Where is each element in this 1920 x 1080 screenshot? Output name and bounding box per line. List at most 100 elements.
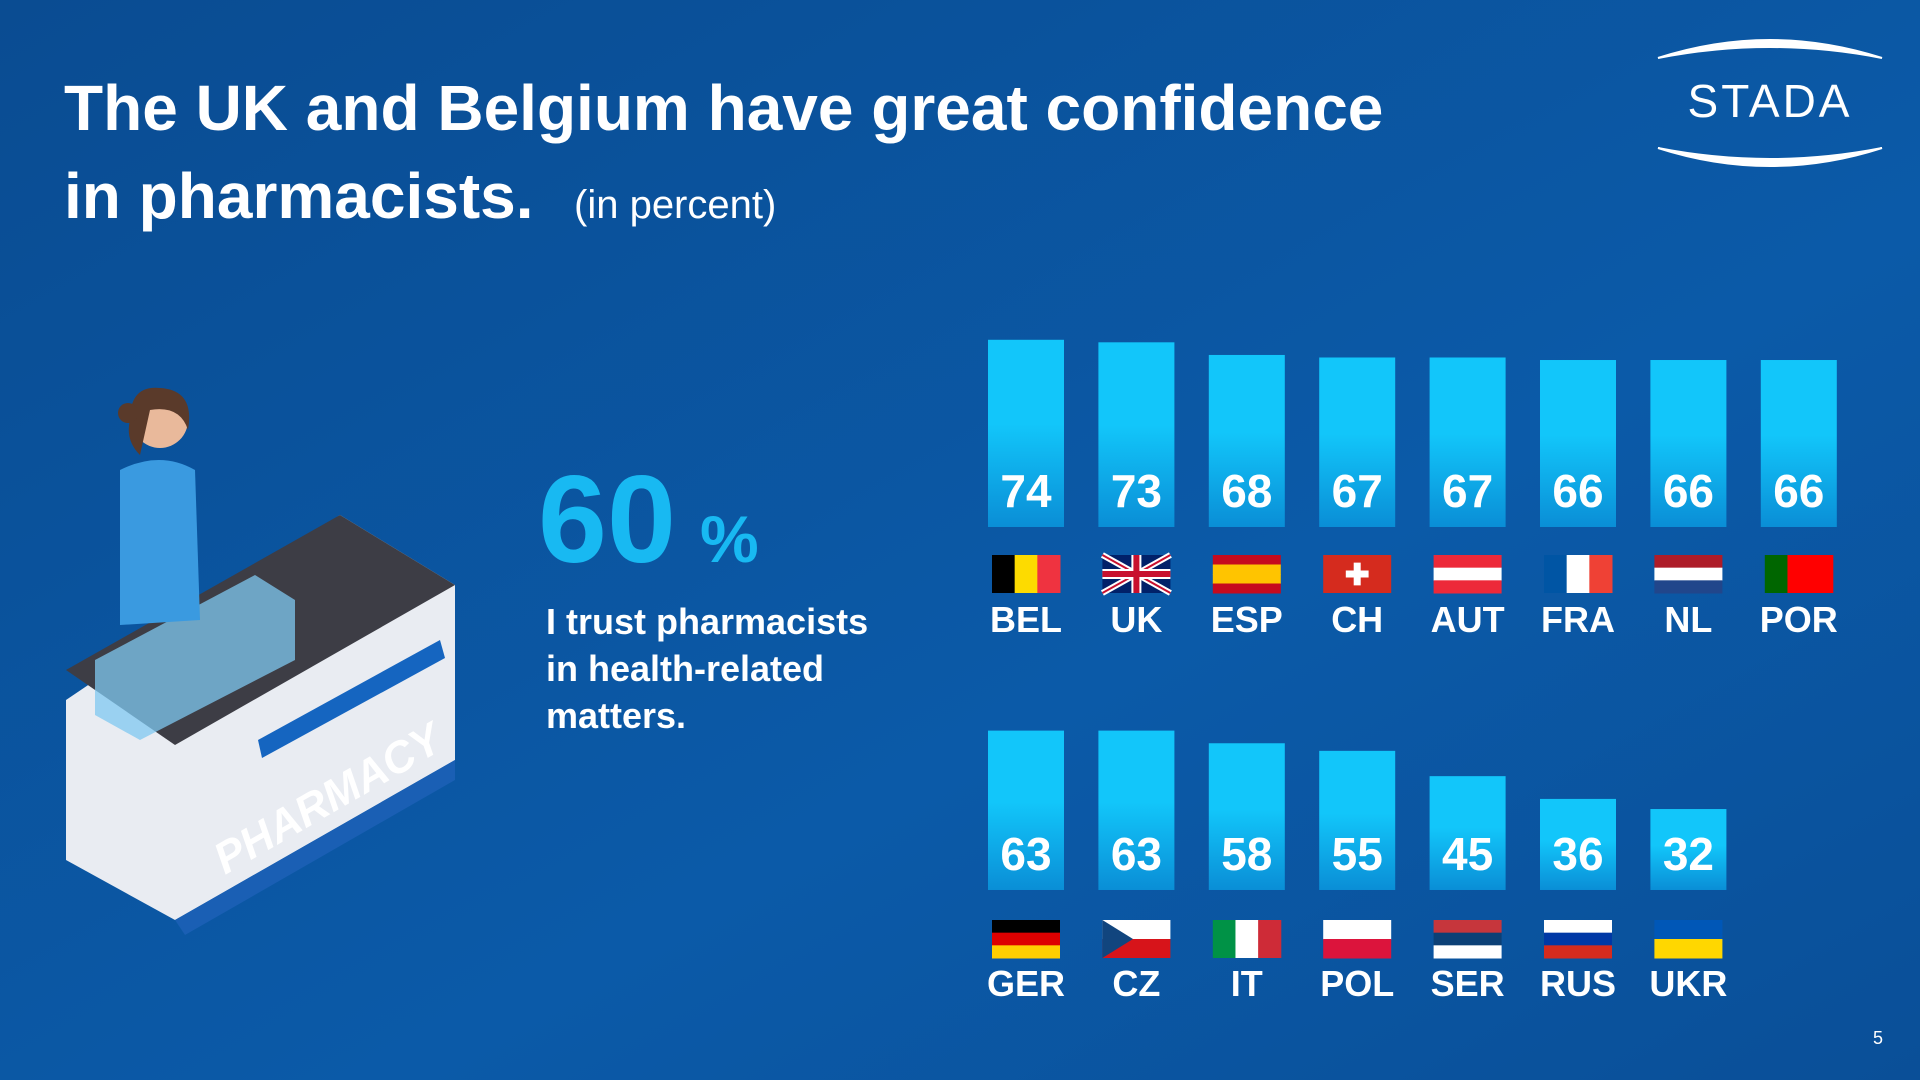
title: The UK and Belgium have great confidence (64, 72, 1383, 144)
bar (988, 730, 1064, 890)
bar (1429, 357, 1506, 527)
flag-stripe (1589, 555, 1613, 593)
flag (1764, 555, 1834, 593)
flag (1544, 555, 1613, 593)
flag-stripe (992, 555, 1016, 593)
flag (1544, 920, 1612, 959)
flag-stripe (992, 932, 1060, 946)
flag-stripe (1787, 555, 1811, 593)
category-label: POR (1760, 599, 1838, 640)
flag-cross (1345, 562, 1369, 586)
flag-stripe (1235, 920, 1259, 958)
bar (1098, 730, 1175, 890)
bar (1540, 798, 1616, 890)
flag-stripe (1654, 920, 1723, 940)
value-label: 68 (1221, 465, 1272, 517)
flag-stripe (1764, 555, 1788, 593)
hair-bun (118, 403, 138, 423)
flag-cross (1102, 555, 1171, 593)
value-label: 63 (1000, 828, 1051, 880)
value-label: 58 (1221, 828, 1272, 880)
category-label: CH (1331, 599, 1383, 640)
bar (1208, 743, 1285, 890)
category-label: AUT (1431, 599, 1505, 640)
category-label: NL (1664, 599, 1712, 640)
flag-stripe (1544, 920, 1612, 934)
body (120, 460, 200, 625)
flag-stripe (1544, 945, 1612, 959)
flag-stripe (1323, 939, 1392, 959)
value-label: 45 (1442, 828, 1493, 880)
flag-stripe (1212, 564, 1281, 575)
flag-stripe (992, 945, 1060, 959)
flag (1433, 920, 1502, 959)
logo: STADA (1657, 39, 1883, 167)
value-label: 55 (1332, 828, 1383, 880)
subtitle: (in percent) (574, 183, 776, 227)
flag-stripe (1433, 580, 1502, 594)
bar (1540, 360, 1616, 527)
stat-value: 60 (538, 451, 676, 589)
counter-stripe (258, 640, 445, 758)
bar (1319, 750, 1396, 890)
screen (95, 575, 295, 740)
flag-stripe (1014, 555, 1038, 593)
counter-base (175, 760, 455, 935)
flag-stripe (1433, 920, 1502, 934)
flag (1100, 552, 1172, 596)
flag-stripe (1566, 555, 1590, 593)
bar (1429, 776, 1506, 890)
category-label: IT (1231, 963, 1263, 1004)
bar (1098, 342, 1175, 527)
title: in pharmacists. (64, 160, 534, 232)
logo-arc (1657, 39, 1883, 59)
hair (128, 387, 190, 455)
flag-stripe (1654, 567, 1723, 581)
category-label: SER (1431, 963, 1505, 1004)
value-label: 66 (1773, 465, 1824, 517)
value-label: 66 (1552, 465, 1603, 517)
bar (1319, 357, 1396, 527)
category-label: CZ (1112, 963, 1160, 1004)
flag-stripe (1654, 939, 1723, 959)
stat-unit: % (700, 502, 759, 576)
category-label: GER (987, 963, 1065, 1004)
flag-stripe (1212, 583, 1281, 594)
flag-stripe (1433, 567, 1502, 581)
category-label: ESP (1211, 599, 1283, 640)
flag (1323, 920, 1392, 959)
flag (1654, 920, 1723, 959)
value-label: 63 (1111, 828, 1162, 880)
flag-stripe (1433, 932, 1502, 946)
value-label: 67 (1442, 465, 1493, 517)
flag-stripe (1433, 945, 1502, 959)
flag (992, 555, 1061, 593)
category-label: UKR (1649, 963, 1727, 1004)
flag-stripe (1544, 932, 1612, 946)
stat-caption: matters. (546, 695, 686, 736)
flag-stripe (1654, 555, 1723, 569)
value-label: 73 (1111, 465, 1162, 517)
flag (1323, 555, 1392, 593)
logo-arc (1657, 147, 1883, 167)
flag (1212, 555, 1281, 594)
flag-stripe (1212, 574, 1281, 584)
flag-stripe (1323, 920, 1392, 940)
flag-stripe (1810, 555, 1834, 593)
stat-caption: in health-related (546, 648, 824, 689)
flag (992, 920, 1060, 959)
value-label: 36 (1552, 828, 1603, 880)
category-label: UK (1110, 599, 1162, 640)
page-number: 5 (1873, 1028, 1883, 1048)
flag-stripe (992, 920, 1060, 934)
bar (1650, 809, 1727, 890)
value-label: 66 (1663, 465, 1714, 517)
flag-stripe (1212, 555, 1281, 565)
flag-stripe (1037, 555, 1061, 593)
bar (1650, 360, 1727, 527)
flag-stripe (1544, 555, 1568, 593)
flag (1102, 920, 1171, 958)
category-label: RUS (1540, 963, 1616, 1004)
